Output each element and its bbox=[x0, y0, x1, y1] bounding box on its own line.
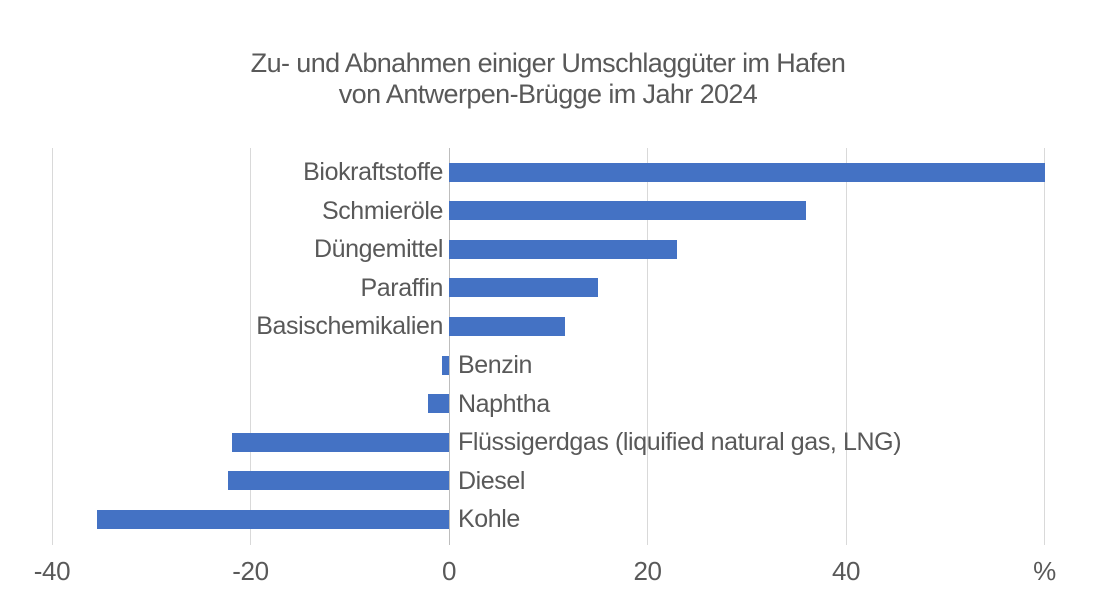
gridline bbox=[51, 148, 53, 545]
bar bbox=[449, 278, 598, 298]
bar bbox=[449, 239, 678, 259]
category-label: Kohle bbox=[458, 505, 520, 534]
bar bbox=[449, 201, 807, 221]
zero-axis-line bbox=[448, 148, 450, 545]
category-label: Naphtha bbox=[458, 389, 550, 418]
bar bbox=[442, 355, 449, 375]
x-axis-label: -40 bbox=[33, 556, 71, 586]
bar bbox=[231, 432, 449, 452]
x-axis-label: % bbox=[1033, 556, 1056, 586]
category-label: Biokraftstoffe bbox=[303, 158, 443, 186]
x-axis-label: 0 bbox=[441, 556, 457, 586]
chart-title-line-2: von Antwerpen-Brügge im Jahr 2024 bbox=[338, 79, 758, 109]
gridline bbox=[1044, 148, 1045, 545]
category-label: Schmieröle bbox=[321, 196, 443, 225]
category-label: Paraffin bbox=[360, 273, 443, 302]
category-label: Diesel bbox=[458, 466, 526, 495]
x-axis-label: -20 bbox=[232, 556, 269, 586]
bar bbox=[227, 471, 449, 491]
category-label: Benzin bbox=[458, 351, 533, 379]
bar bbox=[96, 509, 449, 529]
x-axis-label: 40 bbox=[831, 556, 861, 586]
category-label: Basischemikalien bbox=[256, 312, 443, 341]
bar bbox=[428, 394, 449, 414]
category-label: Flüssigerdgas (liquified natural gas, LN… bbox=[458, 428, 902, 457]
bar bbox=[449, 162, 1045, 182]
chart-title: Zu- und Abnahmen einiger Umschlaggüter i… bbox=[0, 48, 1096, 110]
category-label: Düngemittel bbox=[314, 235, 443, 264]
x-axis-label: 20 bbox=[633, 556, 662, 586]
gridline bbox=[845, 148, 847, 545]
gridline bbox=[647, 148, 648, 545]
chart-title-line-1: Zu- und Abnahmen einiger Umschlaggüter i… bbox=[250, 48, 846, 78]
gridline bbox=[250, 148, 251, 545]
bar bbox=[449, 316, 566, 336]
